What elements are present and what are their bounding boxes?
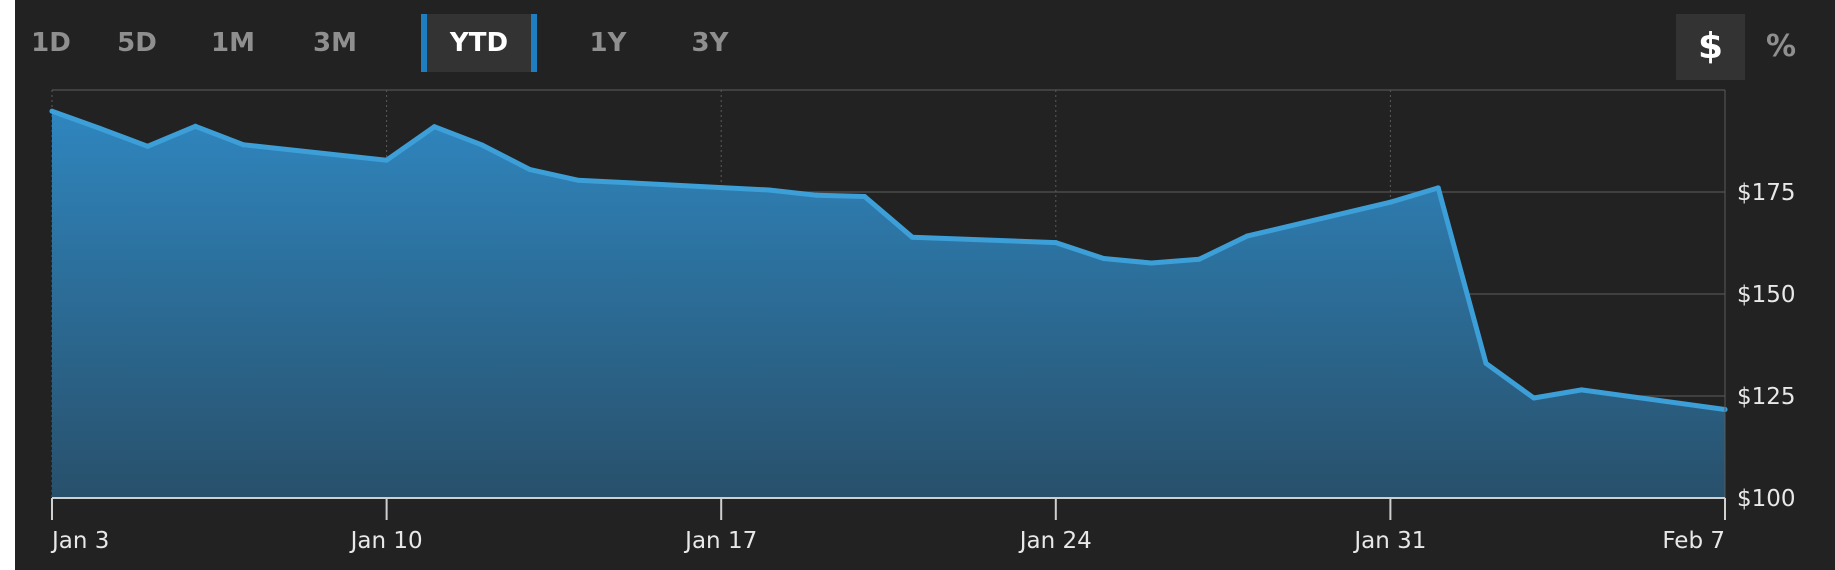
data-point [1053, 240, 1059, 246]
data-point [145, 143, 151, 149]
data-point [814, 192, 820, 198]
range-button-5d[interactable]: 5D [117, 28, 157, 58]
range-button-3m[interactable]: 3M [313, 28, 357, 58]
data-point [1483, 360, 1489, 366]
data-point [384, 157, 390, 163]
data-point [1579, 387, 1585, 393]
data-point [431, 124, 437, 130]
x-tick-label: Jan 17 [683, 528, 757, 554]
x-tick-label: Jan 10 [349, 528, 423, 554]
data-point [192, 123, 198, 129]
range-button-1y[interactable]: 1Y [589, 28, 627, 58]
data-point [527, 167, 533, 173]
data-point [1435, 185, 1441, 191]
data-point [479, 142, 485, 148]
data-point [1148, 260, 1154, 266]
y-tick-label: $175 [1737, 180, 1796, 206]
range-button-1d[interactable]: 1D [31, 28, 71, 58]
data-point [1101, 256, 1107, 261]
data-point [1531, 395, 1537, 401]
y-tick-label: $100 [1737, 486, 1796, 512]
data-point [909, 234, 915, 240]
data-point [1196, 256, 1202, 262]
x-tick-label: Feb 7 [1662, 528, 1725, 554]
data-point [575, 177, 581, 183]
range-button-3y[interactable]: 3Y [691, 28, 729, 58]
data-point [97, 125, 103, 131]
percent-unit-button[interactable]: % [1765, 29, 1797, 64]
data-point [1387, 199, 1393, 205]
dollar-unit-button[interactable]: $ [1676, 14, 1745, 80]
data-point [766, 187, 772, 193]
x-tick-label: Jan 31 [1352, 528, 1426, 554]
x-tick-label: Jan 24 [1018, 528, 1092, 554]
x-tick-label: Jan 3 [50, 528, 109, 554]
series-area [52, 111, 1725, 498]
y-tick-label: $150 [1737, 282, 1796, 308]
data-point [240, 142, 246, 148]
range-button-1m[interactable]: 1M [211, 28, 255, 58]
data-point [1244, 233, 1250, 239]
data-point [49, 108, 55, 114]
data-point [862, 194, 868, 199]
range-button-ytd[interactable]: YTD [421, 14, 537, 72]
y-tick-label: $125 [1737, 384, 1796, 410]
